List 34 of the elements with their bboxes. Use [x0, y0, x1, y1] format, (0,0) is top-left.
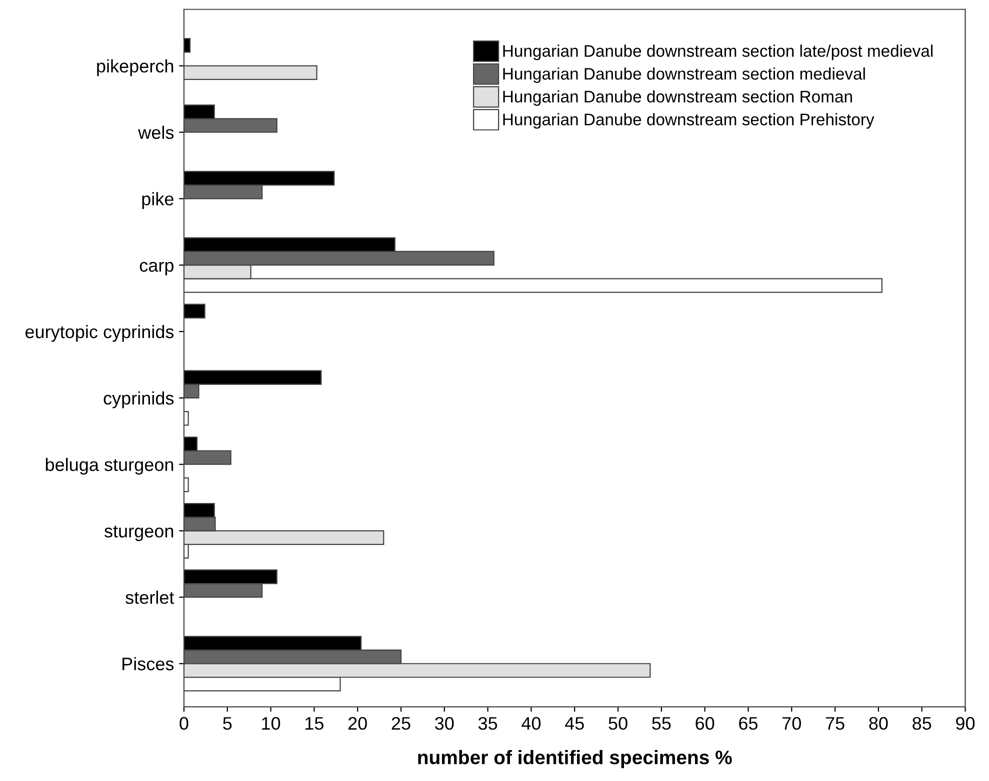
x-tick-label: 50 [608, 717, 628, 730]
x-tick-label: 35 [478, 717, 498, 730]
y-tick-label: eurytopic cyprinids [25, 324, 174, 342]
x-tick-label: 90 [956, 717, 975, 730]
legend-label: Hungarian Danube downstream section late/post medieval [503, 44, 933, 60]
x-tick-label: 85 [912, 717, 932, 730]
y-tick-label: sturgeon [104, 526, 174, 542]
y-tick-label: wels [138, 126, 174, 139]
legend-label: Hungarian Danube downstream section Prehistory [503, 113, 874, 129]
x-tick-label: 10 [262, 717, 280, 730]
x-tick-label: 5 [223, 717, 232, 730]
x-tick-label: 20 [348, 717, 367, 730]
x-tick-label: 30 [435, 717, 454, 730]
x-tick-label: 0 [180, 717, 188, 730]
x-tick-label: 75 [826, 717, 844, 730]
y-tick-label: pike [142, 192, 174, 209]
x-tick-label: 70 [782, 717, 801, 730]
x-tick-label: 25 [392, 717, 410, 730]
x-tick-label: 60 [696, 717, 714, 730]
legend-label: Hungarian Danube downstream section Roman [503, 90, 852, 106]
y-tick-label: pikeperch [97, 59, 174, 76]
legend-label: Hungarian Danube downstream section medieval [503, 67, 865, 83]
y-tick-label: beluga sturgeon [46, 458, 174, 475]
x-axis-title: number of identified specimens % [418, 750, 732, 768]
y-tick-label: cyprinids [104, 391, 174, 408]
x-tick-label: 15 [306, 717, 324, 730]
y-tick-label: sterlet [126, 590, 174, 604]
y-tick-label: Pisces [122, 657, 174, 670]
x-tick-label: 80 [869, 717, 888, 730]
x-tick-label: 45 [564, 717, 584, 730]
x-tick-label: 40 [522, 717, 541, 730]
x-tick-label: 65 [739, 717, 758, 730]
y-tick-label: carp [140, 262, 174, 276]
x-tick-label: 55 [652, 717, 671, 730]
